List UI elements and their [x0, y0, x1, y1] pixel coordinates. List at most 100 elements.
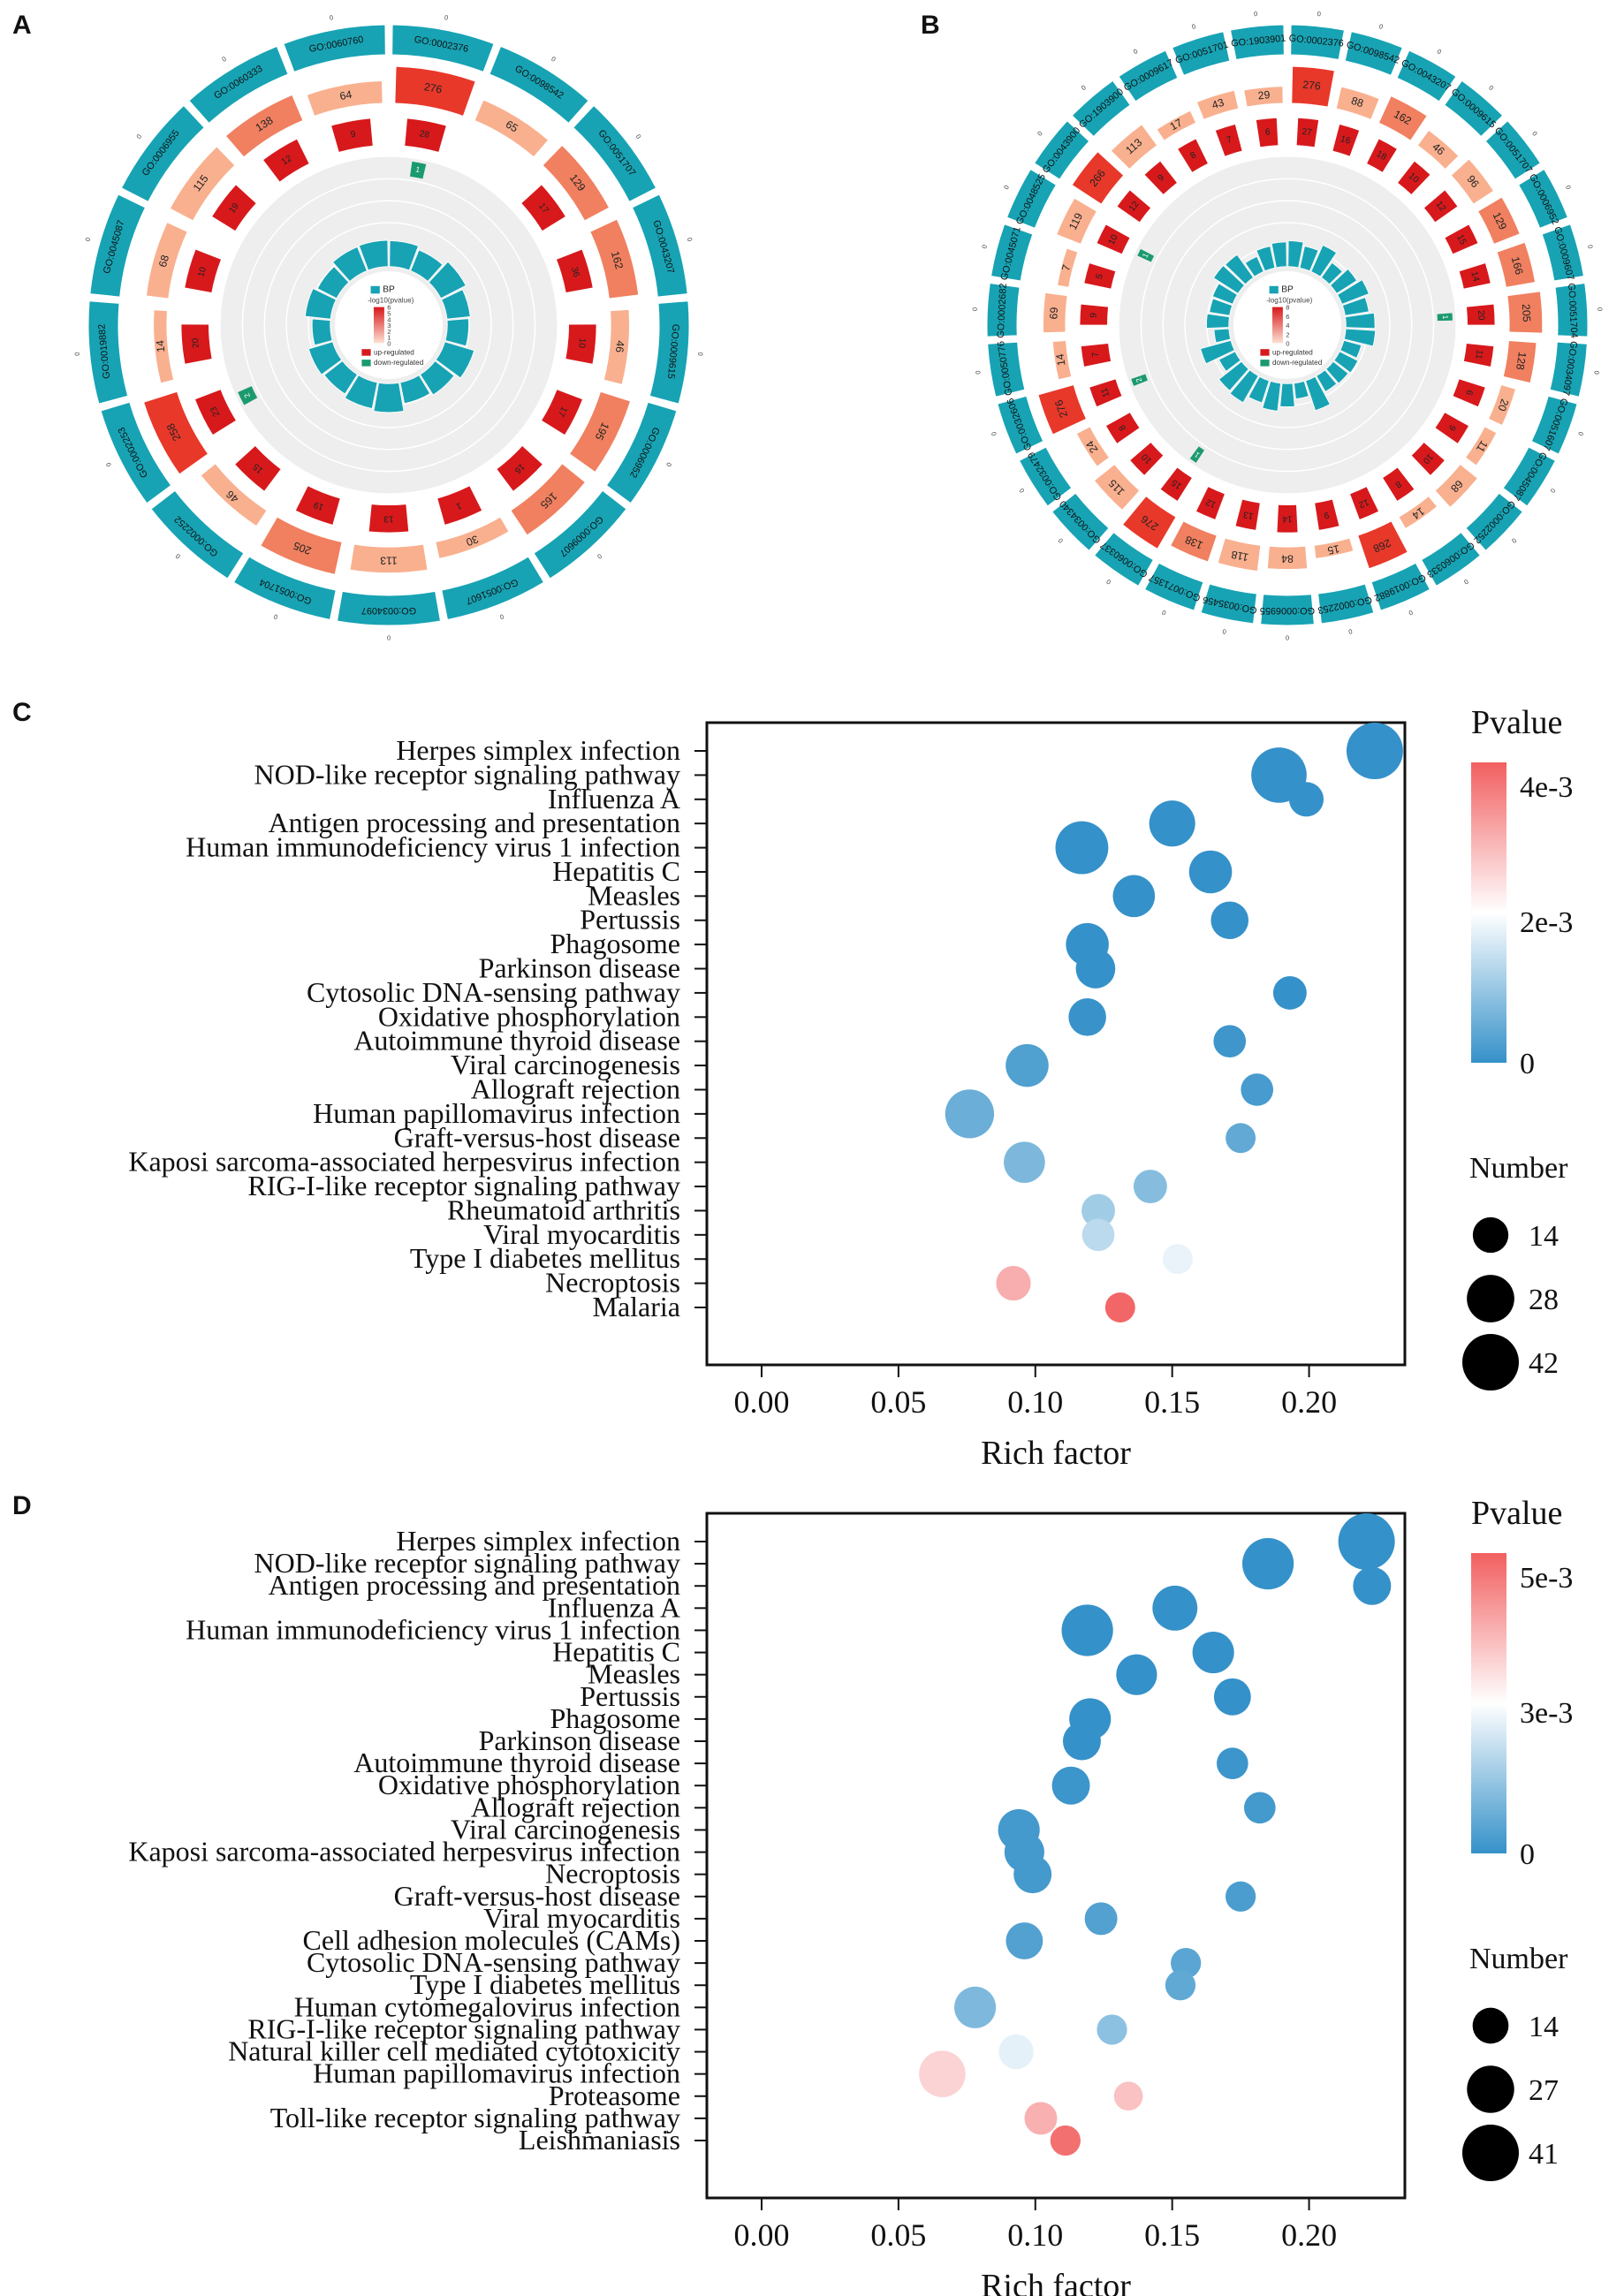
circos-a-inner-bar	[373, 382, 405, 413]
circos-b-inner-bar	[1320, 261, 1343, 285]
circos-b-go-segment	[1006, 168, 1058, 229]
circos-b-go-segment	[1465, 492, 1524, 552]
circos-a-down-label: 2	[242, 391, 252, 399]
circos-a-count-label: 205	[292, 539, 313, 557]
circos-b-up-label: 14	[1282, 514, 1293, 524]
circos-b-up-label: 8	[1189, 150, 1199, 162]
circos-b-up-label: 6	[1463, 389, 1474, 397]
circos-a-count-bar	[307, 81, 383, 116]
chart-d-category-label: Autoimmune thyroid disease	[353, 1747, 680, 1778]
chart-d-bubble	[1097, 2014, 1127, 2045]
circos-a-count-bar	[350, 544, 428, 573]
circos-b-count-label: 43	[1210, 96, 1226, 111]
circos-a-up-label: 23	[209, 405, 222, 418]
circos-a-count-label: 162	[609, 250, 626, 271]
circos-a-legend-bp-swatch	[370, 285, 380, 294]
circos-a-go-label: GO:0019882	[96, 323, 112, 379]
circos-b-scale-tick: 0	[971, 307, 979, 312]
circos-b-inner-bar	[1310, 244, 1338, 277]
circos-b-scale-tick: 0	[1080, 84, 1088, 93]
circos-b-scale-tick: 0	[1347, 627, 1353, 636]
circos-a-inner-bar	[304, 288, 337, 320]
chart-d-category-label: Viral carcinogenesis	[451, 1813, 680, 1845]
circos-b-down-label: 2	[1134, 376, 1143, 383]
circos-b-scale-tick: 0	[1002, 184, 1011, 191]
circos-a-down-bar	[409, 161, 427, 179]
circos-b-count-label: 20	[1495, 398, 1511, 413]
circos-b-go-segment	[1444, 80, 1504, 138]
chart-c-size-legend-dot	[1467, 1275, 1514, 1322]
chart-d-color-legend-tick: 5e-3	[1520, 1562, 1573, 1595]
circos-b-go-label: GO:0035456	[1202, 594, 1257, 615]
chart-c-bubble	[1133, 1170, 1167, 1204]
circos-b-up-label: 20	[1476, 310, 1486, 321]
circos-b-go-label: GO:0098542	[1345, 40, 1400, 66]
circos-b-go-segment	[1421, 531, 1482, 587]
circos-a-go-label: GO:0002252	[172, 513, 220, 558]
chart-d-category-label: Antigen processing and presentation	[268, 1569, 680, 1601]
panel-label-d: D	[12, 1491, 32, 1520]
chart-d-color-legend-tick: 3e-3	[1520, 1697, 1573, 1730]
circos-a-scale-tick: 0	[329, 13, 334, 22]
chart-d-bubble	[954, 1986, 997, 2028]
circos-b-scale-tick: 0	[1408, 608, 1414, 617]
circos-a-up-label: 19	[227, 201, 241, 216]
chart-c-category-label: Human papillomavirus infection	[313, 1097, 680, 1129]
circos-b-go-segment	[1172, 31, 1231, 77]
circos-b-count-bar	[1072, 152, 1124, 204]
circos-b-up-bar	[1256, 117, 1279, 148]
circos-b-count-label: 162	[1392, 108, 1414, 127]
circos-a-legend-down-swatch	[361, 360, 371, 367]
chart-d-bubble	[1013, 1855, 1052, 1894]
chart-d-bubble	[998, 1808, 1040, 1852]
chart-d-category-label: Hepatitis C	[552, 1636, 680, 1668]
circos-b-go-label: GO:1903900	[1077, 87, 1126, 131]
chart-d-category-label: Herpes simplex infection	[396, 1525, 680, 1557]
circos-b-scale-tick: 0	[1576, 430, 1585, 436]
circos-a-go-label: GO:0006955	[140, 128, 182, 178]
circos-b-legend-up-label: up-regulated	[1272, 348, 1313, 356]
circos-a-go-label: GO:0002253	[116, 425, 150, 479]
chart-d-bubble	[1084, 1902, 1118, 1936]
circos-a-up-bar	[263, 139, 309, 182]
chart-c-category-label: Allograft rejection	[471, 1072, 680, 1104]
chart-c-category-label: Hepatitis C	[552, 855, 680, 887]
chart-d-bubble	[1216, 1747, 1248, 1779]
chart-d-category-label: Human immunodeficiency virus 1 infection	[186, 1613, 680, 1645]
chart-d-size-legend-dot	[1467, 2065, 1514, 2113]
circos-a-count-label: 195	[593, 421, 612, 443]
circos-a-count-bar	[261, 517, 342, 574]
circos-a-count-bar	[144, 391, 208, 474]
circos-b-inner-bar	[1229, 369, 1259, 404]
circos-a-up-bar	[295, 486, 340, 525]
circos-b-up-bar	[1453, 379, 1485, 407]
chart-c-category-label: Antigen processing and presentation	[268, 807, 680, 838]
chart-c-bubble	[1213, 1025, 1247, 1058]
chart-c-category-label: Kaposi sarcoma-associated herpesvirus in…	[128, 1146, 680, 1178]
circos-a-inner-bar	[410, 249, 444, 283]
circos-a-legend-scale-tick: 5	[387, 309, 391, 317]
chart-d-size-legend-title: Number	[1469, 1943, 1568, 1975]
chart-d-category-label: Viral myocarditis	[483, 1902, 680, 1934]
chart-c-category-label: Measles	[588, 879, 680, 911]
circos-b-legend-bp-label: BP	[1281, 285, 1294, 295]
chart-d-bubble	[1353, 1566, 1392, 1605]
circos-a-scale-tick: 0	[135, 133, 144, 140]
chart-c-x-tick-label: 0.20	[1281, 1384, 1337, 1420]
chart-c-category-label: Viral carcinogenesis	[451, 1049, 680, 1080]
circos-b-go-segment	[1260, 594, 1315, 626]
chart-d-category-label: Proteasome	[549, 2080, 680, 2111]
circos-b-grid-ring	[1140, 178, 1435, 473]
chart-d-bubble	[1061, 1604, 1113, 1656]
circos-a-inner-bar	[441, 289, 471, 320]
circos-b-go-label: GO:0043207	[1400, 57, 1453, 94]
circos-b-go-label: GO:0002252	[1471, 498, 1517, 545]
circos-a-count-bar	[590, 219, 639, 299]
circos-a-up-label: 17	[556, 405, 569, 418]
circos-b-scale-tick: 0	[1592, 370, 1601, 375]
circos-b-scale-tick: 0	[1222, 627, 1227, 636]
circos-b-go-segment	[1502, 446, 1557, 507]
circos-a-count-bar	[154, 310, 174, 383]
